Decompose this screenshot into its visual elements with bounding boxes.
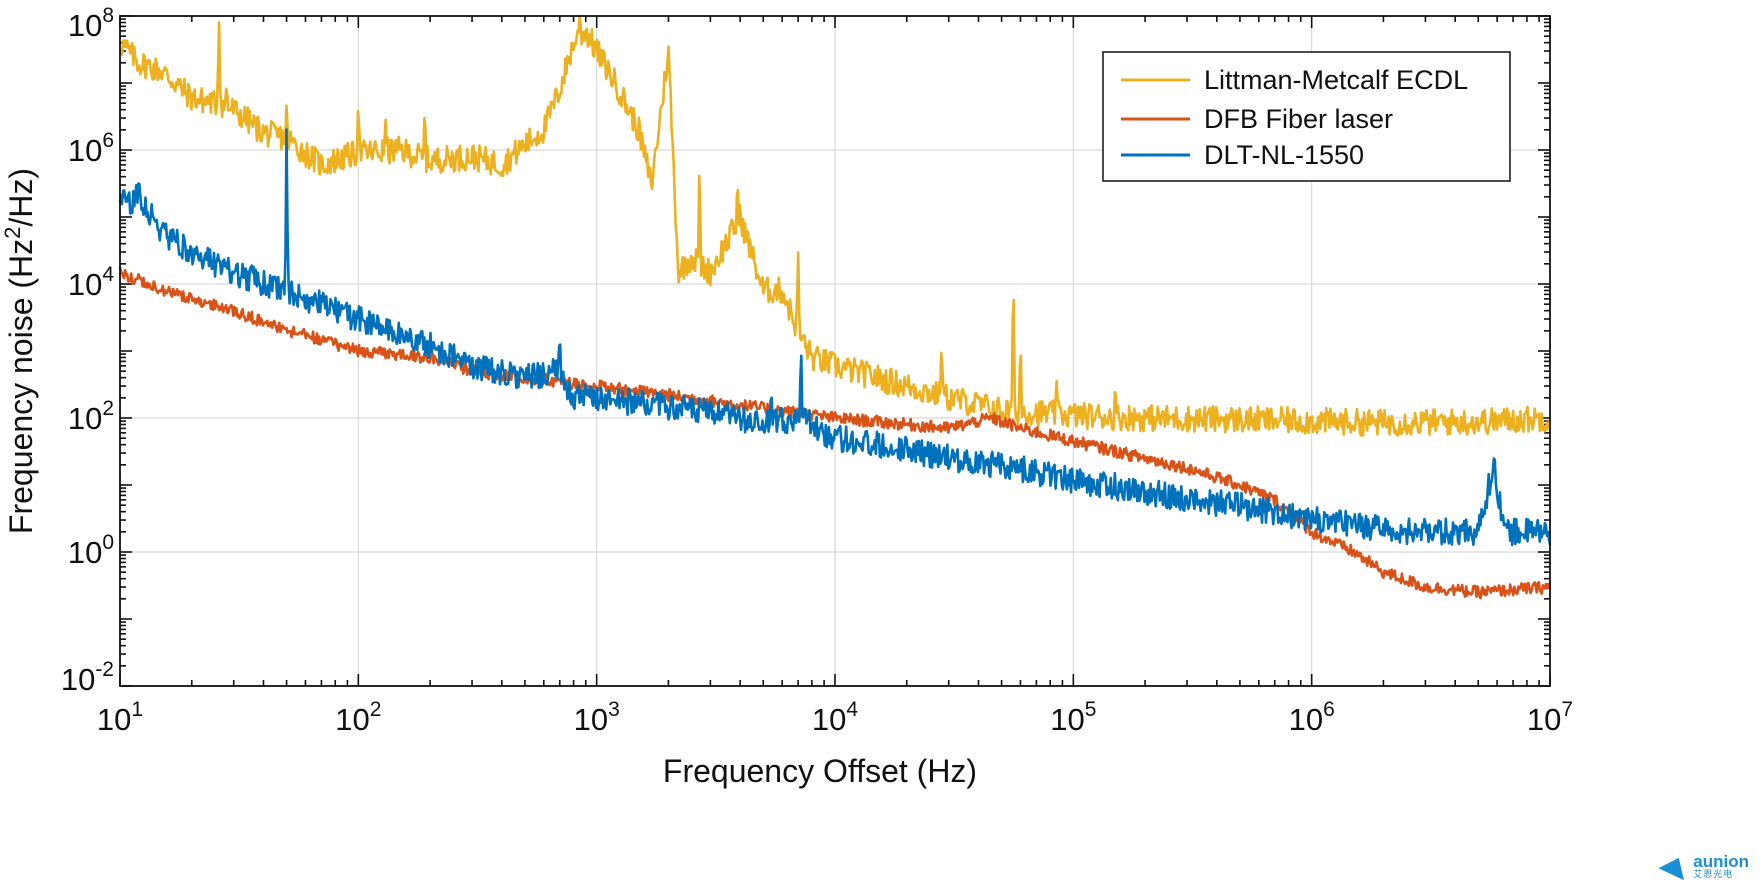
x-axis-title: Frequency Offset (Hz): [663, 753, 977, 789]
series-layer: [118, 14, 1552, 600]
x-tick-label: 106: [1289, 698, 1335, 737]
brand-logo: aunion 艾恩光电: [1658, 851, 1749, 881]
x-tick-label: 105: [1050, 698, 1096, 737]
y-axis-title: Frequency noise (Hz2/Hz): [0, 168, 39, 534]
y-tick-label: 102: [68, 397, 114, 436]
y-tick-label: 10-2: [61, 658, 114, 697]
y-tick-label: 108: [68, 4, 114, 43]
paper-plane-icon: [1658, 851, 1692, 881]
legend-label-dfb: DFB Fiber laser: [1204, 104, 1393, 134]
y-tick-label: 100: [68, 531, 114, 570]
series-line-2: [118, 128, 1552, 547]
logo-name: aunion: [1693, 852, 1749, 871]
y-tick-label: 106: [68, 129, 114, 168]
series-line-1: [118, 266, 1551, 600]
legend-box: [1102, 51, 1511, 182]
series-line-0: [118, 14, 1552, 437]
plot-frame: [119, 15, 1551, 687]
x-tick-label: 102: [335, 698, 381, 737]
y-tick-label: 104: [68, 263, 114, 302]
x-tick-label: 103: [574, 698, 620, 737]
x-tick-label: 107: [1527, 698, 1573, 737]
minor-tick-layer: [119, 15, 1551, 687]
x-tick-label: 104: [812, 698, 858, 737]
y-tick-labels: 10-2 100 102 104 106 108: [61, 4, 114, 697]
logo-subtitle: 艾恩光电: [1693, 869, 1734, 879]
x-tick-label: 101: [97, 698, 143, 737]
legend: Littman-Metcalf ECDL DFB Fiber laser DLT…: [1102, 51, 1511, 182]
legend-label-dlt: DLT-NL-1550: [1204, 140, 1364, 170]
legend-label-ecdl: Littman-Metcalf ECDL: [1204, 65, 1468, 95]
x-tick-labels: 101 102 103 104 105 106 107: [97, 698, 1573, 737]
